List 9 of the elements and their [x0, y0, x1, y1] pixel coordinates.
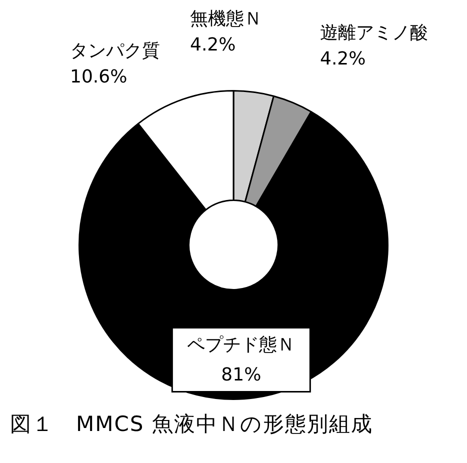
- slice-label: 無機態Ｎ: [190, 8, 262, 30]
- slice-label: ペプチド態Ｎ: [187, 334, 296, 356]
- data-label: 4.2%: [190, 34, 236, 56]
- text: 図１ MMCS 魚液中Ｎの形態別組成: [9, 411, 374, 438]
- slice-label: 遊離アミノ酸: [320, 22, 428, 44]
- slice-label: タンパク質: [70, 40, 160, 62]
- data-label: 4.2%: [320, 48, 366, 70]
- data-label: 81%: [221, 364, 262, 386]
- data-label: 10.6%: [70, 66, 128, 88]
